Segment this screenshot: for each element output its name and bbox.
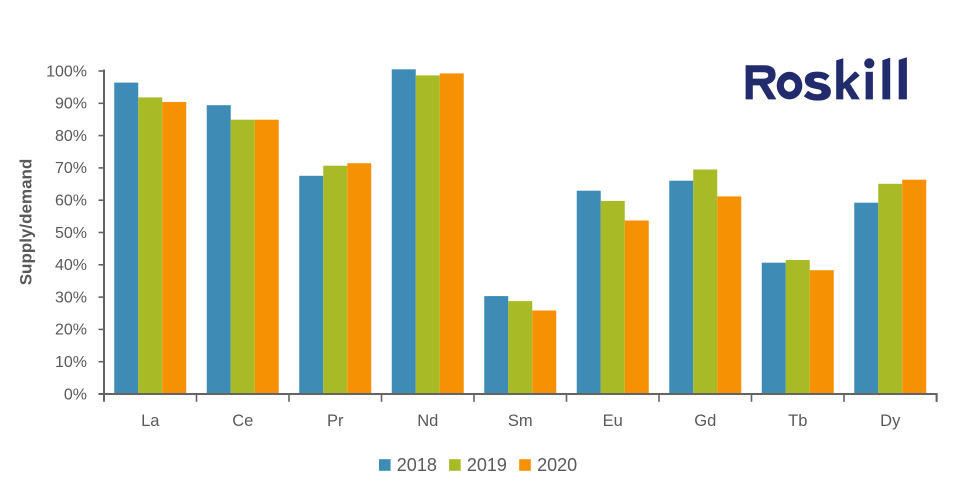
svg-text:0%: 0% [64,386,87,403]
svg-text:Dy: Dy [880,412,901,430]
svg-text:100%: 100% [46,63,87,80]
svg-text:40%: 40% [55,257,87,274]
svg-text:30%: 30% [55,289,87,306]
svg-text:Supply/demand: Supply/demand [17,159,36,286]
svg-text:2018: 2018 [397,455,437,475]
svg-text:Tb: Tb [788,412,807,430]
svg-text:20%: 20% [55,322,87,339]
svg-text:2020: 2020 [537,455,577,475]
svg-text:90%: 90% [55,96,87,113]
svg-text:2019: 2019 [467,455,507,475]
svg-text:Sm: Sm [508,412,533,430]
svg-text:60%: 60% [55,193,87,210]
svg-text:Nd: Nd [417,412,438,430]
svg-text:Eu: Eu [603,412,623,430]
svg-text:La: La [141,412,160,430]
svg-text:Ce: Ce [232,412,253,430]
svg-text:10%: 10% [55,354,87,371]
svg-text:50%: 50% [55,225,87,242]
svg-text:80%: 80% [55,128,87,145]
svg-text:Gd: Gd [694,412,716,430]
svg-text:70%: 70% [55,160,87,177]
svg-text:Pr: Pr [327,412,344,430]
